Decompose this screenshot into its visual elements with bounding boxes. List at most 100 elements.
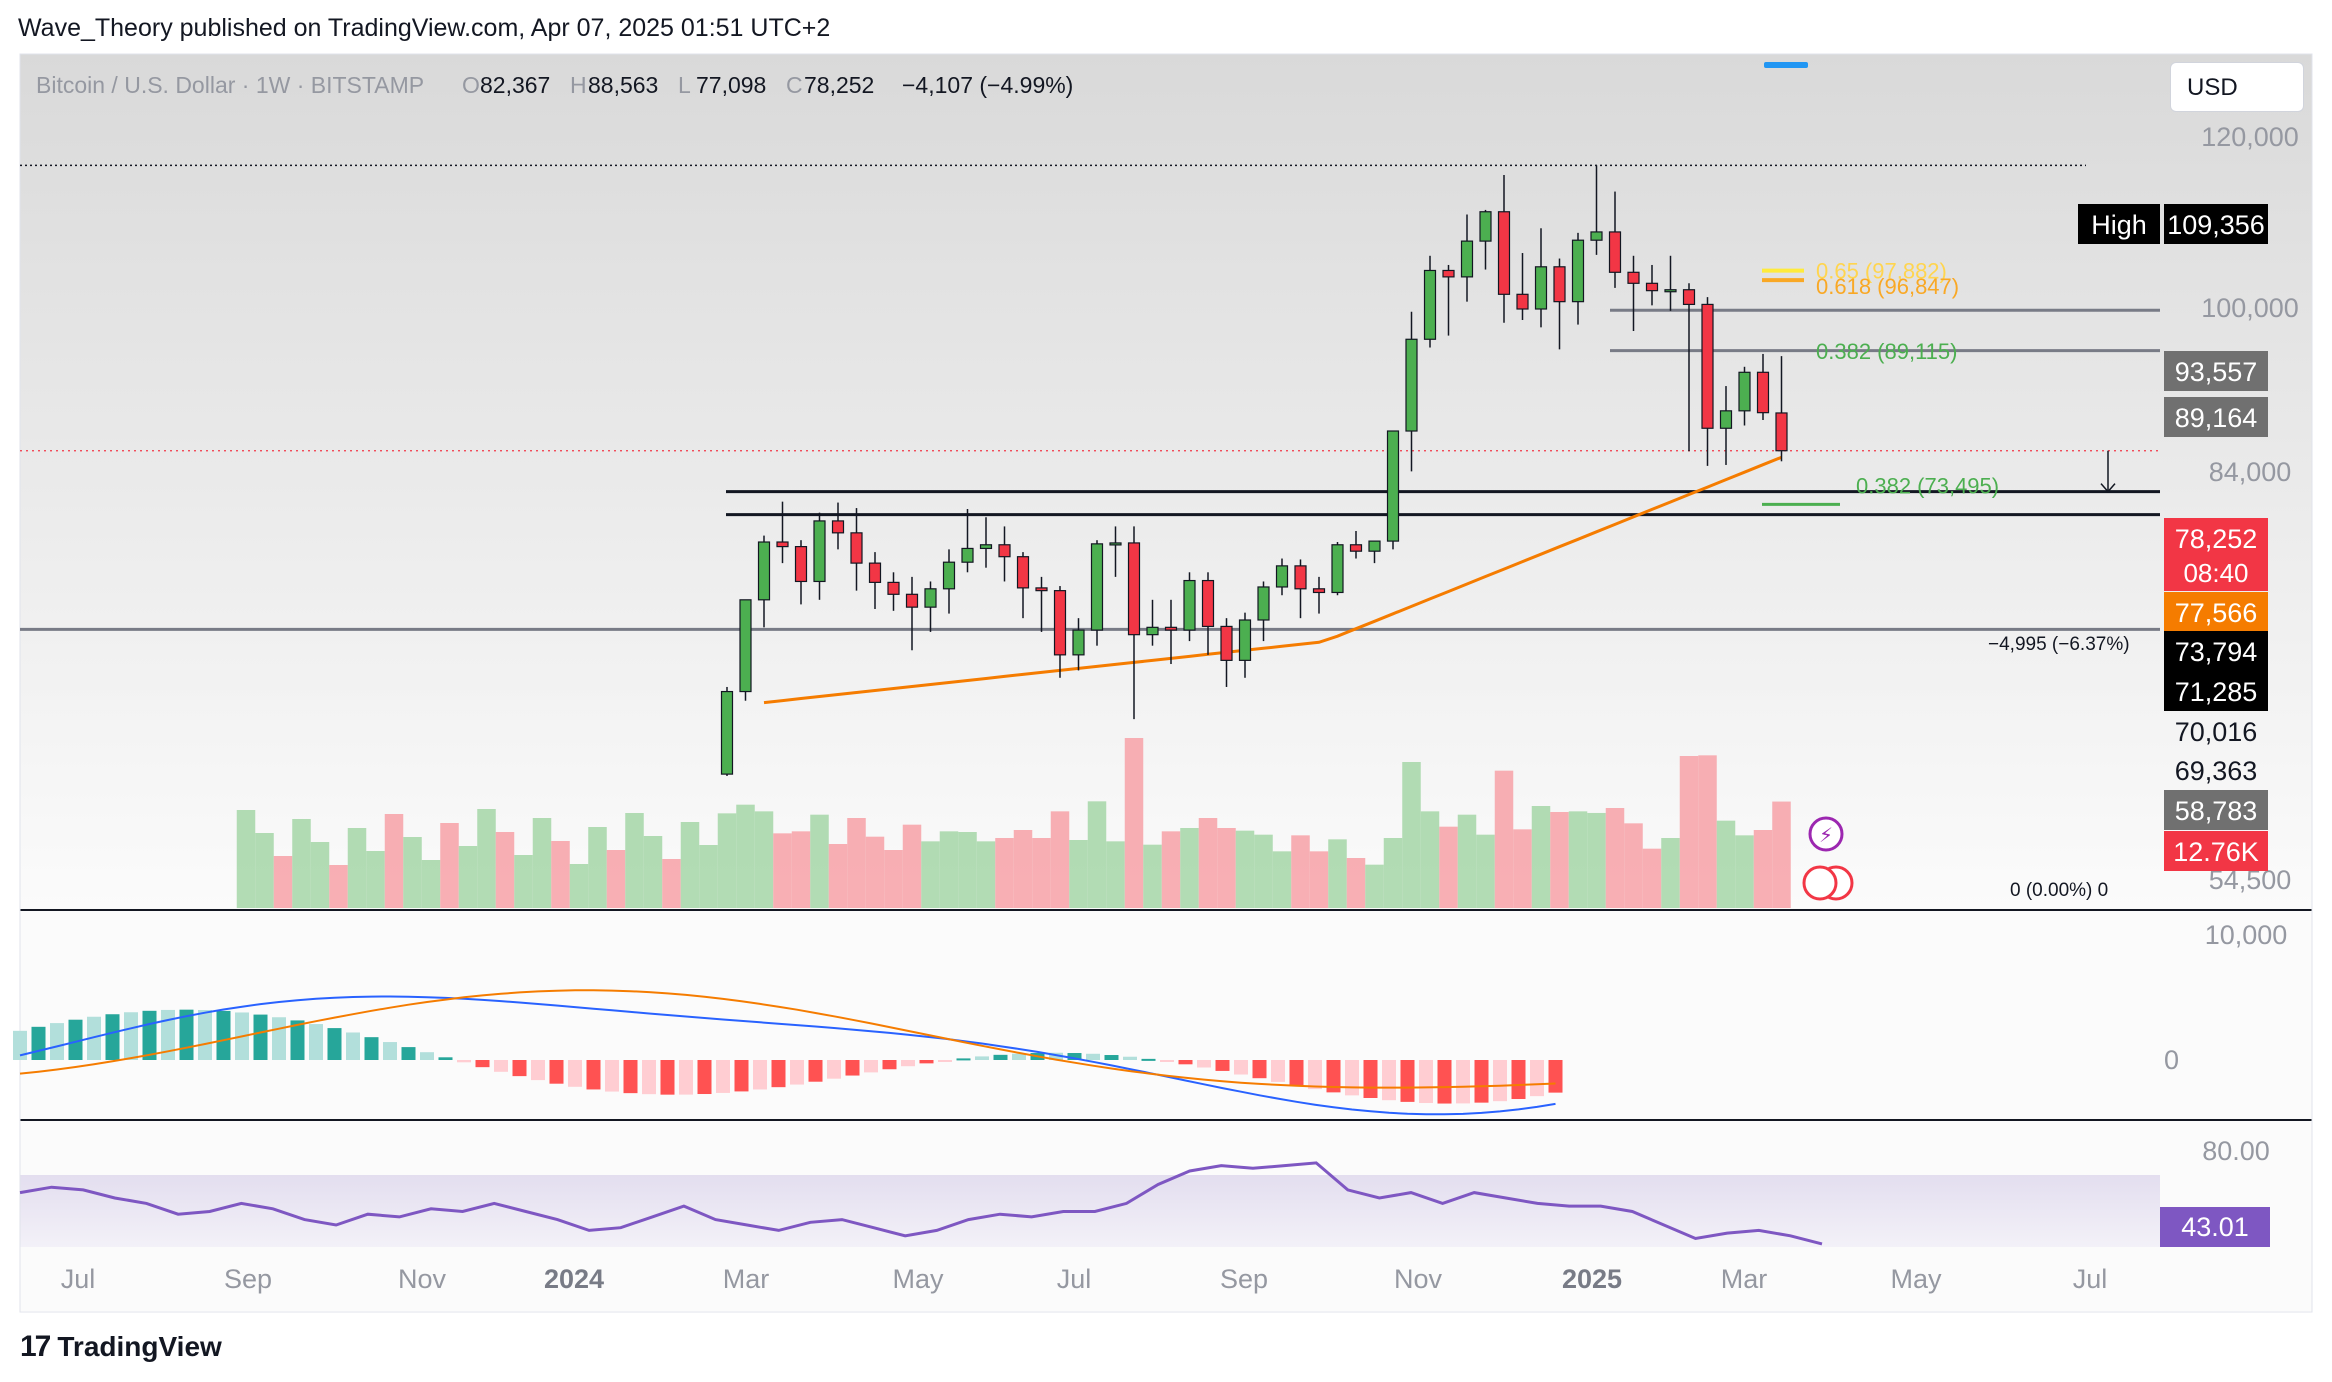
volume-bar — [292, 819, 311, 908]
candle-body — [1627, 271, 1640, 284]
macd-histogram-bar — [1067, 1053, 1082, 1060]
price-badge — [2164, 671, 2268, 711]
macd-histogram-bar — [272, 1017, 286, 1060]
indicator-marker — [1764, 62, 1808, 68]
volume-bar — [1735, 835, 1754, 908]
candle-body — [1053, 590, 1067, 656]
candle-body — [1368, 540, 1381, 552]
volume-bar — [995, 838, 1014, 908]
alert-icons[interactable]: ⚡ — [1802, 816, 1854, 901]
x-tick-label: Jul — [61, 1264, 96, 1294]
macd-histogram-bar — [364, 1037, 379, 1060]
volume-bar — [1772, 801, 1791, 908]
us-flag-icon-2[interactable] — [1802, 865, 1838, 901]
flash-glyph: ⚡ — [1819, 825, 1833, 847]
macd-histogram-bar — [956, 1058, 971, 1061]
candle-body — [813, 520, 826, 583]
candle-body — [924, 588, 937, 608]
macd-histogram-bar — [50, 1023, 64, 1060]
footer-logo[interactable]: 17 TradingView — [20, 1330, 222, 1364]
tradingview-logo-icon: 17 — [20, 1330, 51, 1363]
macd-histogram-bar — [124, 1012, 138, 1060]
macd-histogram-bar — [1086, 1053, 1100, 1060]
volume-bar — [773, 833, 792, 908]
fib-label: 0.618 (96,847) — [1816, 274, 1959, 299]
chart-frame — [19, 53, 2313, 1313]
volume-bar — [828, 844, 848, 908]
candle-body — [776, 541, 789, 548]
volume-bar — [1420, 811, 1440, 908]
volume-bar — [329, 865, 348, 908]
price-badge-value: 69,363 — [2175, 756, 2258, 786]
candle-body — [1035, 587, 1048, 592]
volume-bar — [1513, 829, 1532, 908]
rsi-axis-label: 80.00 — [2202, 1136, 2270, 1166]
tradingview-brand: TradingView — [57, 1331, 222, 1362]
macd-histogram-bar — [882, 1060, 897, 1070]
volume-bar — [384, 814, 404, 908]
price-badge — [2164, 831, 2268, 871]
volume-bar — [902, 824, 922, 908]
macd-histogram-bar — [438, 1057, 453, 1060]
volume-bar — [810, 814, 829, 908]
macd-histogram-bar — [198, 1009, 212, 1060]
macd-histogram-bar — [1548, 1060, 1563, 1093]
volume-bar — [1272, 851, 1292, 908]
ohlc-change: −4,107 (−4.99%) — [902, 72, 1073, 98]
candle-body — [1442, 269, 1455, 278]
macd-histogram-bar — [1456, 1060, 1470, 1104]
x-tick-label: Nov — [1394, 1264, 1443, 1294]
macd-histogram-bar — [1308, 1060, 1322, 1090]
candle-body — [1645, 282, 1659, 292]
macd-histogram-bar — [1271, 1060, 1285, 1082]
volume-bar — [1716, 820, 1736, 908]
macd-histogram-bar — [919, 1060, 934, 1064]
macd-histogram-bar — [142, 1010, 157, 1060]
volume-bar — [1642, 848, 1662, 908]
publish-caption: Wave_Theory published on TradingView.com… — [18, 14, 831, 42]
macd-histogram-bar — [309, 1024, 323, 1060]
volume-bar — [643, 836, 663, 908]
candle-body — [1590, 231, 1603, 241]
volume-bar — [625, 813, 644, 908]
volume-bar — [1328, 839, 1347, 908]
macd-histogram-bar — [790, 1060, 804, 1085]
price-badge — [2164, 790, 2268, 830]
macd-histogram-bar — [605, 1060, 619, 1092]
measure-arrow — [2100, 483, 2116, 493]
price-badge — [2164, 351, 2268, 391]
volume-bar — [273, 856, 293, 908]
candle-body — [942, 561, 956, 590]
macd-pane-background — [20, 911, 2312, 1119]
candle-body — [794, 546, 808, 583]
price-badge — [2164, 397, 2268, 437]
macd-histogram-bar — [1141, 1058, 1156, 1061]
volume-bar — [1457, 814, 1477, 908]
price-chart[interactable]: 0.65 (97,882)0.618 (96,847) 0.382 (89,115… — [0, 0, 2332, 1320]
macd-histogram-bar — [1419, 1060, 1433, 1104]
macd-histogram-bar — [1104, 1055, 1119, 1060]
flash-icon[interactable] — [1808, 816, 1844, 852]
macd-histogram-bar — [679, 1060, 693, 1095]
macd-histogram-bar — [1049, 1052, 1063, 1060]
volume-bar — [477, 809, 496, 908]
candle-body — [1312, 588, 1326, 594]
macd-histogram-bar — [383, 1042, 397, 1060]
volume-bar — [458, 846, 478, 908]
measure-label: −4,995 (−6.37%) — [1988, 634, 2130, 655]
volume-bar — [791, 831, 811, 908]
macd-histogram-bar — [1382, 1060, 1396, 1101]
macd-histogram-bar — [716, 1060, 730, 1093]
volume-bar — [1476, 834, 1495, 908]
volume-bar — [1087, 801, 1107, 908]
macd-histogram-bar — [161, 1009, 175, 1060]
volume-bar — [569, 864, 589, 908]
currency-button[interactable]: USD — [2170, 62, 2304, 112]
price-badge — [2164, 518, 2268, 558]
macd-histogram-bar — [1215, 1060, 1230, 1071]
volume-bar — [1550, 812, 1569, 908]
x-tick-label: Sep — [1220, 1264, 1268, 1294]
macd-axis-label: 0 — [2164, 1045, 2179, 1075]
volume-bar — [939, 831, 959, 908]
axis-layer: 120,000100,00084,00054,50010,000080.0043… — [61, 122, 2299, 1294]
